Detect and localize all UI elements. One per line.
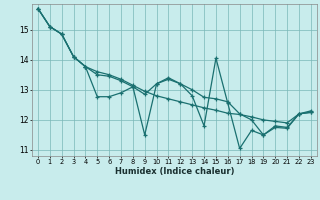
X-axis label: Humidex (Indice chaleur): Humidex (Indice chaleur) bbox=[115, 167, 234, 176]
